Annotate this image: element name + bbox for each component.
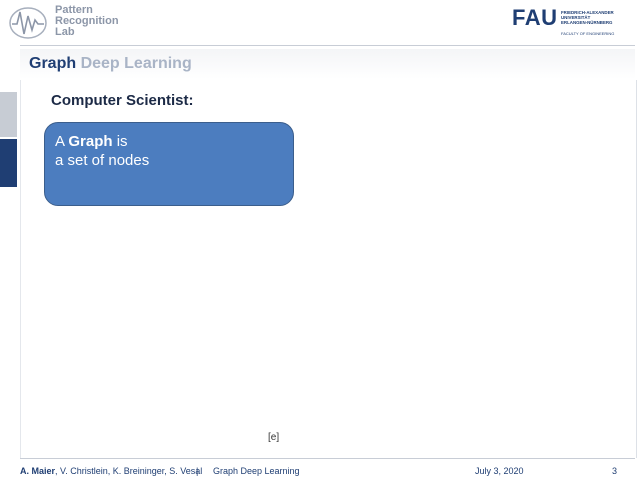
slide-header: Pattern Recognition Lab FAU FRIEDRICH-AL… xyxy=(0,0,640,46)
footer-separator: | xyxy=(196,466,199,476)
side-tab-dark xyxy=(0,139,17,187)
citation-marker: [e] xyxy=(268,432,280,443)
slide-title-main: Graph xyxy=(29,55,77,72)
content-frame xyxy=(20,80,637,458)
footer-course: Graph Deep Learning xyxy=(213,466,300,476)
footer-date: July 3, 2020 xyxy=(475,466,524,476)
slide-footer: A. Maier, V. Christlein, K. Breininger, … xyxy=(20,466,630,478)
slide-title-secondary: Deep Learning xyxy=(80,55,192,72)
definition-suffix: is xyxy=(112,133,128,150)
fau-faculty: FACULTY OF ENGINEERING xyxy=(561,31,615,36)
header-divider xyxy=(20,45,635,46)
footer-coauthors: , V. Christlein, K. Breininger, S. Vesal xyxy=(55,466,203,476)
lab-logo-line: Recognition xyxy=(55,15,119,27)
lab-logo-line: Lab xyxy=(55,26,75,38)
definition-box xyxy=(44,122,294,206)
side-tab-light xyxy=(0,92,17,137)
fau-logo: FAU FRIEDRICH-ALEXANDER UNIVERSITÄT ERLA… xyxy=(512,6,628,38)
lab-logo-text: Pattern Recognition Lab xyxy=(55,5,119,38)
lab-logo-line: Pattern xyxy=(55,4,93,16)
fau-sub-line: ERLANGEN-NÜRNBERG xyxy=(561,20,613,25)
fau-sub-line: FRIEDRICH-ALEXANDER xyxy=(561,10,614,15)
definition-text: A Graph is a set of nodes xyxy=(55,132,149,170)
footer-main-author: A. Maier xyxy=(20,466,56,476)
title-band xyxy=(20,49,635,79)
fau-logo-letters: FAU xyxy=(512,5,558,30)
definition-line2: a set of nodes xyxy=(55,152,150,169)
definition-term: Graph xyxy=(68,133,113,150)
fau-logo-subtitle: FRIEDRICH-ALEXANDER UNIVERSITÄT ERLANGEN… xyxy=(561,10,614,25)
footer-page-number: 3 xyxy=(612,466,618,476)
pattern-lab-logo-icon xyxy=(9,7,47,39)
footer-divider xyxy=(20,458,635,459)
fau-sub-line: UNIVERSITÄT xyxy=(561,15,591,20)
footer-authors: A. Maier, V. Christlein, K. Breininger, … xyxy=(20,466,202,476)
slide-subtitle: Computer Scientist: xyxy=(51,92,194,109)
definition-prefix: A xyxy=(55,133,69,150)
slide-title: Graph Deep Learning xyxy=(29,55,192,73)
